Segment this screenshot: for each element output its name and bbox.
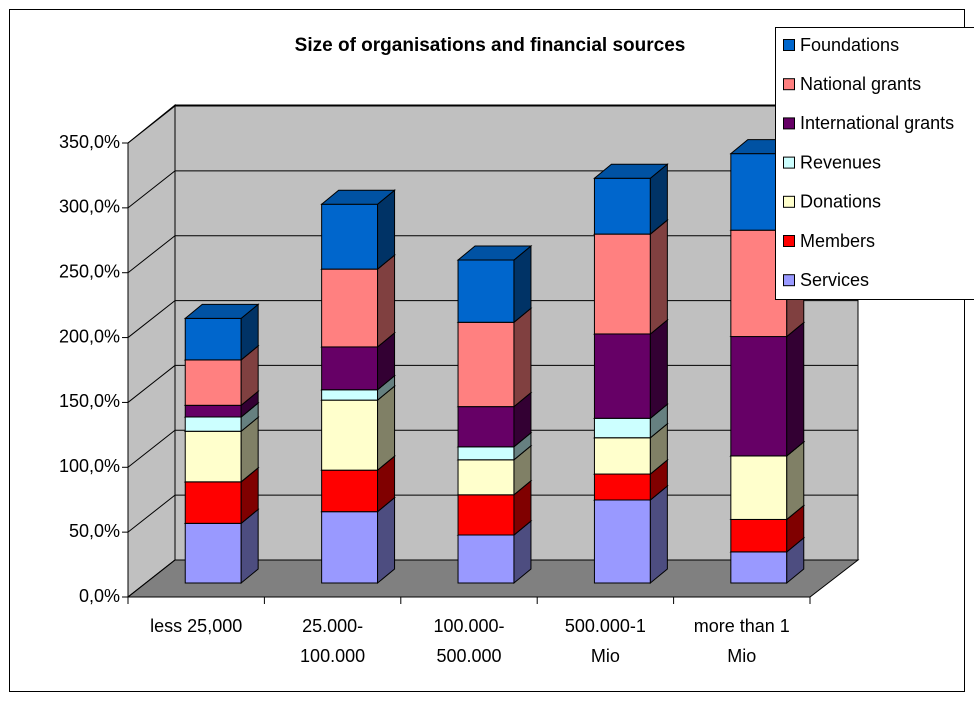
bar (730, 336, 788, 457)
bar (184, 416, 242, 432)
legend-label: Donations (800, 192, 881, 212)
bar (730, 551, 788, 584)
bar (321, 389, 379, 401)
y-tick-label: 100,0% (59, 456, 120, 476)
bar (321, 268, 379, 348)
bar (321, 399, 379, 471)
bar (321, 469, 379, 513)
bar (184, 404, 242, 418)
bar (184, 430, 242, 483)
bar (457, 406, 515, 448)
bar (593, 437, 651, 475)
legend-label: Revenues (800, 152, 881, 172)
legend-label: Foundations (800, 35, 899, 55)
bar (593, 177, 651, 235)
legend-swatch (783, 235, 795, 247)
legend-label: Services (800, 270, 869, 290)
bar (457, 259, 515, 323)
grid-line (127, 105, 858, 144)
legend-label: Members (800, 231, 875, 251)
bar (457, 459, 515, 496)
legend-swatch (783, 195, 795, 208)
bar-side (377, 385, 396, 472)
legend-swatch (783, 156, 795, 169)
bar (457, 534, 515, 584)
bar-side (513, 307, 532, 408)
x-tick-label: Mio (727, 646, 756, 666)
legend-label: International grants (800, 113, 954, 133)
bar (457, 494, 515, 536)
bar (730, 518, 788, 553)
y-tick-label: 350,0% (59, 132, 120, 152)
bar-side (649, 484, 668, 585)
x-tick-label: more than 1 (694, 616, 790, 636)
x-tick-label: 100.000 (300, 646, 365, 666)
bar-side (786, 321, 805, 457)
bar-top (320, 189, 396, 205)
y-tick-label: 300,0% (59, 197, 120, 217)
side-wall (127, 103, 176, 599)
x-tick-label: less 25,000 (150, 616, 242, 636)
x-tick-label: Mio (591, 646, 620, 666)
bar (184, 481, 242, 524)
y-tick-label: 200,0% (59, 326, 120, 346)
x-tick-label: 500.000-1 (565, 616, 646, 636)
x-tick-label: 25.000- (302, 616, 363, 636)
bar (321, 346, 379, 391)
x-tick-label: 100.000- (433, 616, 504, 636)
bar (457, 321, 515, 408)
bar (593, 417, 651, 439)
bar-top (593, 163, 669, 179)
bar (593, 499, 651, 584)
bar (184, 317, 242, 361)
bar-top (456, 245, 533, 261)
legend-swatch (783, 117, 795, 130)
bar (321, 203, 379, 270)
bar (593, 333, 651, 419)
y-tick-label: 50,0% (69, 521, 120, 541)
bar (730, 455, 788, 520)
bar (184, 522, 242, 584)
bar-top (183, 303, 260, 319)
y-tick-label: 250,0% (59, 261, 120, 281)
bar (184, 359, 242, 406)
bar-side (649, 219, 668, 336)
legend-swatch (783, 274, 795, 287)
bar (457, 446, 515, 461)
bar (593, 473, 651, 501)
legend-swatch (783, 78, 795, 91)
bar-side (649, 318, 668, 420)
y-tick-label: 0,0% (79, 586, 120, 606)
bar (321, 511, 379, 584)
bar-side (377, 496, 396, 585)
x-tick-label: 500.000 (436, 646, 501, 666)
bar-side (377, 254, 396, 348)
y-tick-label: 150,0% (59, 391, 120, 411)
legend-label: National grants (800, 74, 921, 94)
legend-box (775, 27, 974, 300)
bar (593, 233, 651, 335)
chart-title: Size of organisations and financial sour… (295, 35, 686, 56)
legend-swatch (783, 39, 795, 51)
